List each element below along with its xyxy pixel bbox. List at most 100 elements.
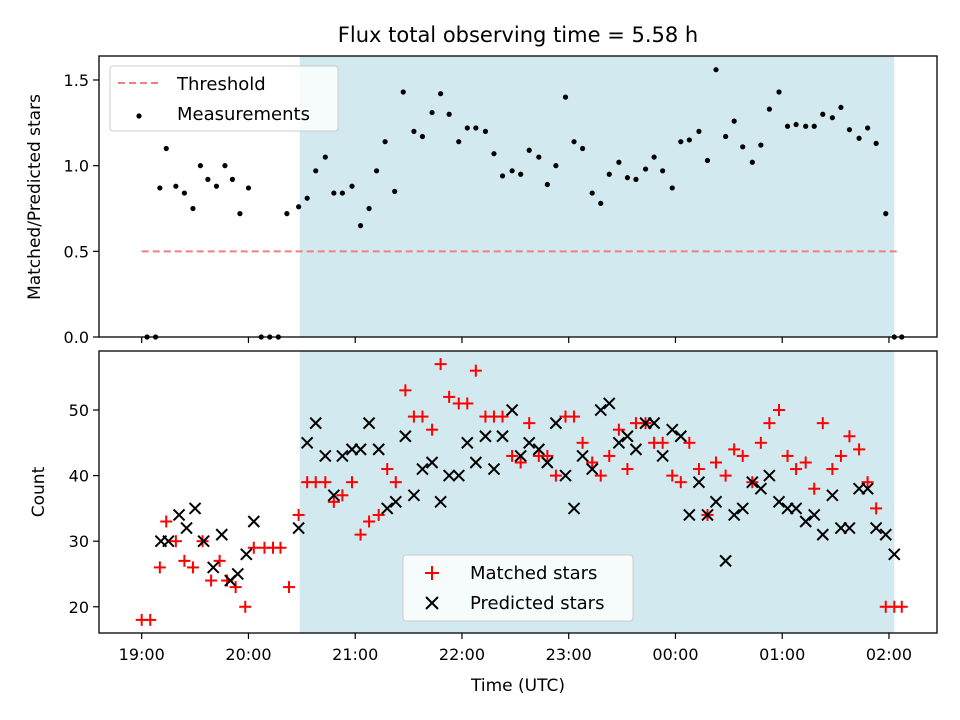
predicted-star-point	[215, 528, 228, 541]
predicted-stars-series	[154, 397, 901, 587]
measurement-point	[766, 106, 773, 112]
measurement-point	[731, 118, 737, 124]
predicted-star-point	[231, 567, 244, 581]
predicted-star-point	[514, 449, 527, 463]
predicted-star-point	[541, 456, 554, 469]
matched-star-point	[541, 449, 554, 462]
matched-star-point	[683, 436, 696, 449]
predicted-star-point	[172, 508, 186, 522]
predicted-star-point	[523, 436, 536, 450]
predicted-star-point	[549, 416, 563, 430]
matched-star-point	[666, 469, 679, 482]
matched-star-point	[144, 613, 157, 626]
measurements-series	[144, 67, 905, 340]
bottom-plot-frame	[98, 350, 938, 634]
matched-star-point	[160, 515, 173, 528]
matched-star-point	[399, 384, 412, 397]
predicted-star-point	[407, 489, 421, 502]
predicted-star-point	[240, 548, 253, 561]
measurement-point	[499, 173, 506, 179]
top-legend-box	[109, 65, 339, 132]
measurement-point	[411, 128, 417, 134]
measurement-point	[723, 133, 729, 140]
measurement-point	[883, 211, 889, 217]
predicted-star-point	[532, 443, 546, 456]
matched-star-point	[834, 449, 847, 462]
matched-star-point	[319, 476, 332, 489]
measurement-point	[651, 154, 657, 160]
measurement-point	[526, 147, 532, 153]
predicted-star-point	[461, 436, 474, 450]
matched-star-point	[692, 463, 705, 476]
predicted-star-point	[399, 430, 412, 443]
predicted-star-point	[869, 521, 883, 535]
x-tick-label: 23:00	[546, 645, 592, 664]
measurement-point	[633, 176, 639, 182]
top-y-axis: 0.0 0.5 1.0 1.5	[64, 71, 99, 347]
matched-star-point	[594, 469, 607, 482]
matched-star-point	[853, 443, 866, 456]
predicted-star-point	[505, 403, 519, 417]
predicted-star-point	[816, 528, 829, 541]
x-tick-label: 22:00	[439, 645, 485, 664]
matched-star-point	[213, 554, 226, 567]
predicted-star-point	[594, 403, 607, 417]
predicted-star-point	[727, 508, 741, 522]
matched-star-point	[153, 561, 166, 574]
measurement-point	[197, 163, 204, 169]
bottom-legend-box	[402, 554, 634, 622]
measurement-point	[838, 104, 844, 111]
top-plot-frame	[98, 55, 938, 338]
measurement-point	[518, 171, 524, 177]
predicted-star-point	[452, 469, 465, 482]
predicted-star-point	[683, 508, 696, 522]
predicted-star-point	[799, 515, 812, 528]
measurement-point	[562, 94, 569, 100]
matched-star-point	[506, 449, 519, 462]
predicted-star-point	[479, 430, 492, 443]
predicted-star-point	[197, 534, 210, 548]
matched-star-point	[205, 574, 218, 587]
predicted-star-point	[746, 475, 759, 489]
matched-stars-series	[135, 358, 908, 626]
predicted-star-point	[772, 495, 786, 509]
predicted-star-point	[362, 416, 376, 430]
measurement-point	[392, 188, 398, 194]
matched-star-point	[239, 600, 252, 613]
predicted-star-point	[247, 515, 260, 528]
predicted-star-point	[416, 462, 429, 476]
predicted-star-point	[381, 502, 394, 515]
predicted-star-point	[372, 443, 385, 456]
matched-star-point	[496, 410, 509, 423]
predicted-star-point	[647, 416, 661, 430]
matched-star-point	[621, 463, 634, 476]
matched-star-point	[461, 397, 474, 410]
matched-star-point	[773, 404, 786, 417]
predicted-star-point	[719, 554, 732, 568]
predicted-star-point	[692, 475, 706, 489]
measurement-point	[669, 185, 675, 191]
bottom-y-tick-label: 40	[69, 467, 89, 486]
predicted-star-point	[496, 430, 509, 443]
measurement-point	[296, 204, 302, 210]
measurement-point	[624, 175, 631, 181]
measurement-point	[865, 125, 871, 131]
measurement-point	[157, 185, 163, 191]
predicted-star-point	[585, 462, 599, 476]
predicted-stars-legend-swatch	[425, 596, 439, 610]
x-tick-label: 21:00	[332, 645, 378, 664]
bottom-y-tick-label: 50	[69, 401, 89, 420]
top-y-tick-label: 1.0	[64, 157, 89, 176]
matched-star-point	[514, 456, 527, 469]
matched-star-point	[674, 476, 687, 489]
predicted-star-point	[162, 534, 175, 548]
measurement-point	[245, 185, 252, 191]
measurement-point	[163, 145, 169, 152]
matched-star-point	[327, 495, 340, 508]
predicted-stars-legend-label: Predicted stars	[470, 593, 604, 614]
measurement-point	[776, 89, 782, 95]
predicted-star-point	[763, 469, 776, 482]
measurement-point	[213, 183, 220, 189]
predicted-star-point	[487, 462, 501, 476]
